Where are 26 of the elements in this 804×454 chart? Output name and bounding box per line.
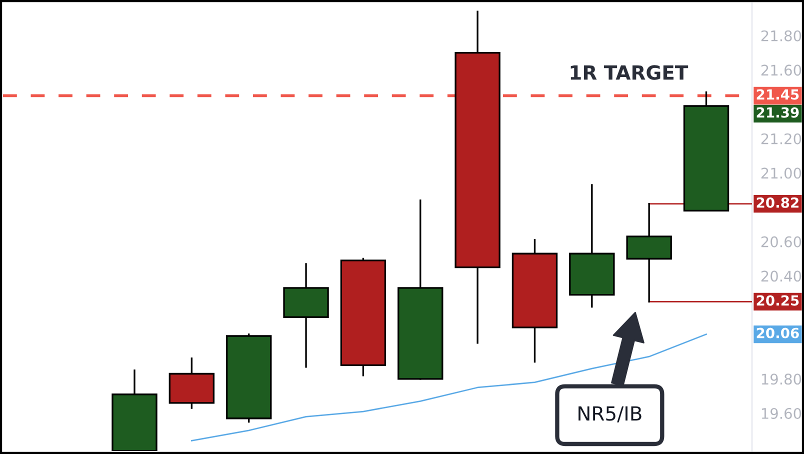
candlestick xyxy=(283,263,329,368)
annotation: 1R TARGET xyxy=(570,65,688,80)
candlestick xyxy=(454,10,500,344)
candlestick xyxy=(683,91,730,212)
candlestick xyxy=(398,200,444,380)
candlestick xyxy=(112,369,158,451)
ref-line-label: 20.25 xyxy=(756,295,799,306)
y-tick-label: 21.60 xyxy=(761,64,802,76)
y-tick-label: 21.20 xyxy=(761,133,802,144)
y-tick-label: 21.80 xyxy=(761,30,802,42)
ref-line-label: 21.45 xyxy=(756,89,799,100)
candlestick xyxy=(168,357,215,409)
candlestick xyxy=(512,239,558,363)
candlestick xyxy=(626,202,672,302)
line-series xyxy=(190,334,707,442)
text: 21.39 xyxy=(756,107,799,118)
text: 20.06 xyxy=(756,328,799,338)
y-tick-label: 21.00 xyxy=(761,168,802,179)
candlestick xyxy=(340,258,386,376)
y-tick-label: 19.80 xyxy=(762,374,802,385)
ref-line-label: 20.82 xyxy=(756,197,798,208)
annotation: NR5/IB xyxy=(578,406,642,422)
y-tick-label: 19.60 xyxy=(762,408,802,419)
candlestick xyxy=(569,184,615,308)
y-tick-label: 20.40 xyxy=(761,270,802,282)
y-tick-label: 20.60 xyxy=(761,236,802,248)
